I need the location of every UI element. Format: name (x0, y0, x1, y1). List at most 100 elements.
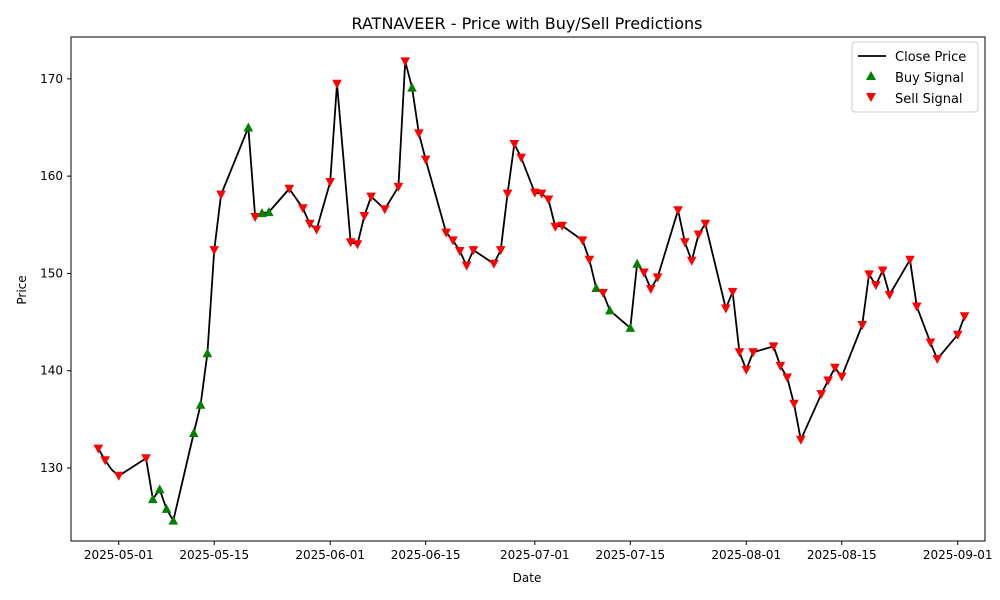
sell-signal-marker (877, 266, 888, 276)
x-tick-label: 2025-09-01 (923, 548, 993, 562)
x-tick-label: 2025-06-01 (295, 548, 365, 562)
sell-signal-marker (352, 240, 363, 250)
buy-signal-marker (257, 208, 267, 218)
sell-signal-marker (468, 246, 479, 256)
sell-signal-marker (536, 189, 547, 199)
sell-signal-marker (100, 456, 110, 466)
buy-signal-marker (591, 283, 602, 293)
sell-signal-marker (836, 372, 847, 382)
sell-signal-marker (782, 373, 792, 383)
sell-signal-marker (93, 444, 104, 454)
sell-signal-marker (693, 230, 704, 240)
buy-signal-marker (195, 399, 206, 409)
sell-signal-marker (905, 255, 915, 265)
sell-signal-marker (577, 236, 588, 246)
legend-buy-swatch (866, 71, 876, 80)
buy-signal-marker (188, 428, 199, 437)
buy-signal-marker (605, 305, 615, 315)
sell-signal-marker (400, 57, 411, 67)
sell-signal-marker (823, 376, 833, 386)
buy-signal-marker (161, 503, 172, 513)
sell-signal-marker (530, 188, 540, 198)
sell-signal-marker (461, 261, 472, 271)
sell-signal-marker (952, 330, 963, 340)
sell-signal-marker (441, 228, 451, 238)
sell-signal-marker (598, 288, 608, 298)
buy-signal-marker (154, 484, 165, 494)
sell-signal-marker (250, 213, 260, 222)
sell-signal-marker (796, 435, 806, 445)
plot-area (93, 57, 970, 525)
sell-signal-marker (721, 304, 731, 314)
chart-title: RATNAVEER - Price with Buy/Sell Predicti… (352, 14, 703, 33)
buy-signal-marker (243, 122, 254, 132)
sell-signal-marker (359, 212, 370, 222)
sell-signal-marker (925, 338, 936, 348)
sell-signal-marker (959, 312, 970, 322)
sell-signal-marker (673, 206, 683, 216)
sell-signal-marker (775, 361, 786, 371)
sell-signal-marker (216, 190, 226, 200)
sell-signal-marker (550, 222, 561, 232)
sell-signal-marker (113, 471, 124, 481)
buy-signal-marker (202, 348, 213, 358)
x-tick-label: 2025-08-01 (711, 548, 781, 562)
sell-signal-marker (584, 255, 595, 265)
legend-frame (851, 41, 979, 113)
y-axis-label: Price (15, 275, 29, 304)
legend-sell-swatch (866, 93, 876, 102)
x-tick-label: 2025-08-15 (807, 548, 877, 562)
buy-signal-marker (264, 207, 274, 217)
sell-signal-marker (332, 79, 342, 89)
sell-signal-marker (768, 342, 779, 352)
sell-signal-marker (311, 225, 322, 235)
sell-signal-marker (741, 365, 752, 375)
sell-signal-marker (304, 219, 315, 229)
legend: Close Price Buy Signal Sell Signal (851, 41, 979, 113)
sell-signal-marker (516, 153, 526, 163)
x-tick-label: 2025-05-01 (84, 548, 154, 562)
y-tick-label: 160 (40, 169, 63, 183)
sell-signal-marker (884, 290, 895, 300)
buy-signal-marker (625, 322, 636, 332)
sell-signal-marker (502, 189, 513, 199)
sell-signal-marker (209, 246, 220, 256)
sell-signal-marker (495, 246, 506, 256)
sell-signal-marker (932, 355, 943, 365)
sell-signal-marker (857, 321, 868, 330)
sell-signal-marker (727, 287, 738, 297)
sell-signal-marker (700, 219, 711, 229)
legend-buy-label: Buy Signal (895, 71, 964, 86)
x-tick-label: 2025-06-15 (391, 548, 461, 562)
sell-signal-marker (543, 195, 554, 205)
sell-signal-marker (393, 182, 404, 192)
buy-signal-marker (148, 494, 158, 504)
sell-signal-marker (911, 302, 922, 312)
sell-signal-marker (830, 363, 840, 373)
sell-signal-marker (489, 259, 499, 269)
axes: 2025-05-01 2025-05-15 2025-06-01 2025-06-15… (40, 36, 993, 562)
sell-signal-marker (748, 348, 758, 358)
sell-signal-marker (680, 238, 690, 248)
sell-signal-marker (816, 390, 827, 400)
sell-signal-marker (509, 140, 520, 150)
sell-signal-marker (366, 192, 376, 202)
y-tick-label: 150 (40, 266, 63, 280)
sell-signal-marker (298, 204, 308, 214)
sell-signal-marker (414, 129, 424, 139)
sell-signal-marker (652, 273, 663, 283)
sell-signal-marker (871, 281, 881, 291)
y-tick-label: 140 (40, 364, 63, 378)
sell-signal-marker (789, 399, 799, 409)
buy-signal-marker (168, 515, 179, 525)
sell-signal-marker (645, 285, 656, 294)
x-tick-label: 2025-07-15 (595, 548, 665, 562)
buy-signal-marker (632, 258, 642, 268)
sell-signal-marker (454, 247, 465, 257)
sell-signal-marker (325, 177, 335, 187)
sell-signal-marker (379, 205, 390, 215)
sell-signal-marker (639, 268, 649, 278)
y-tick-label: 130 (40, 461, 63, 475)
